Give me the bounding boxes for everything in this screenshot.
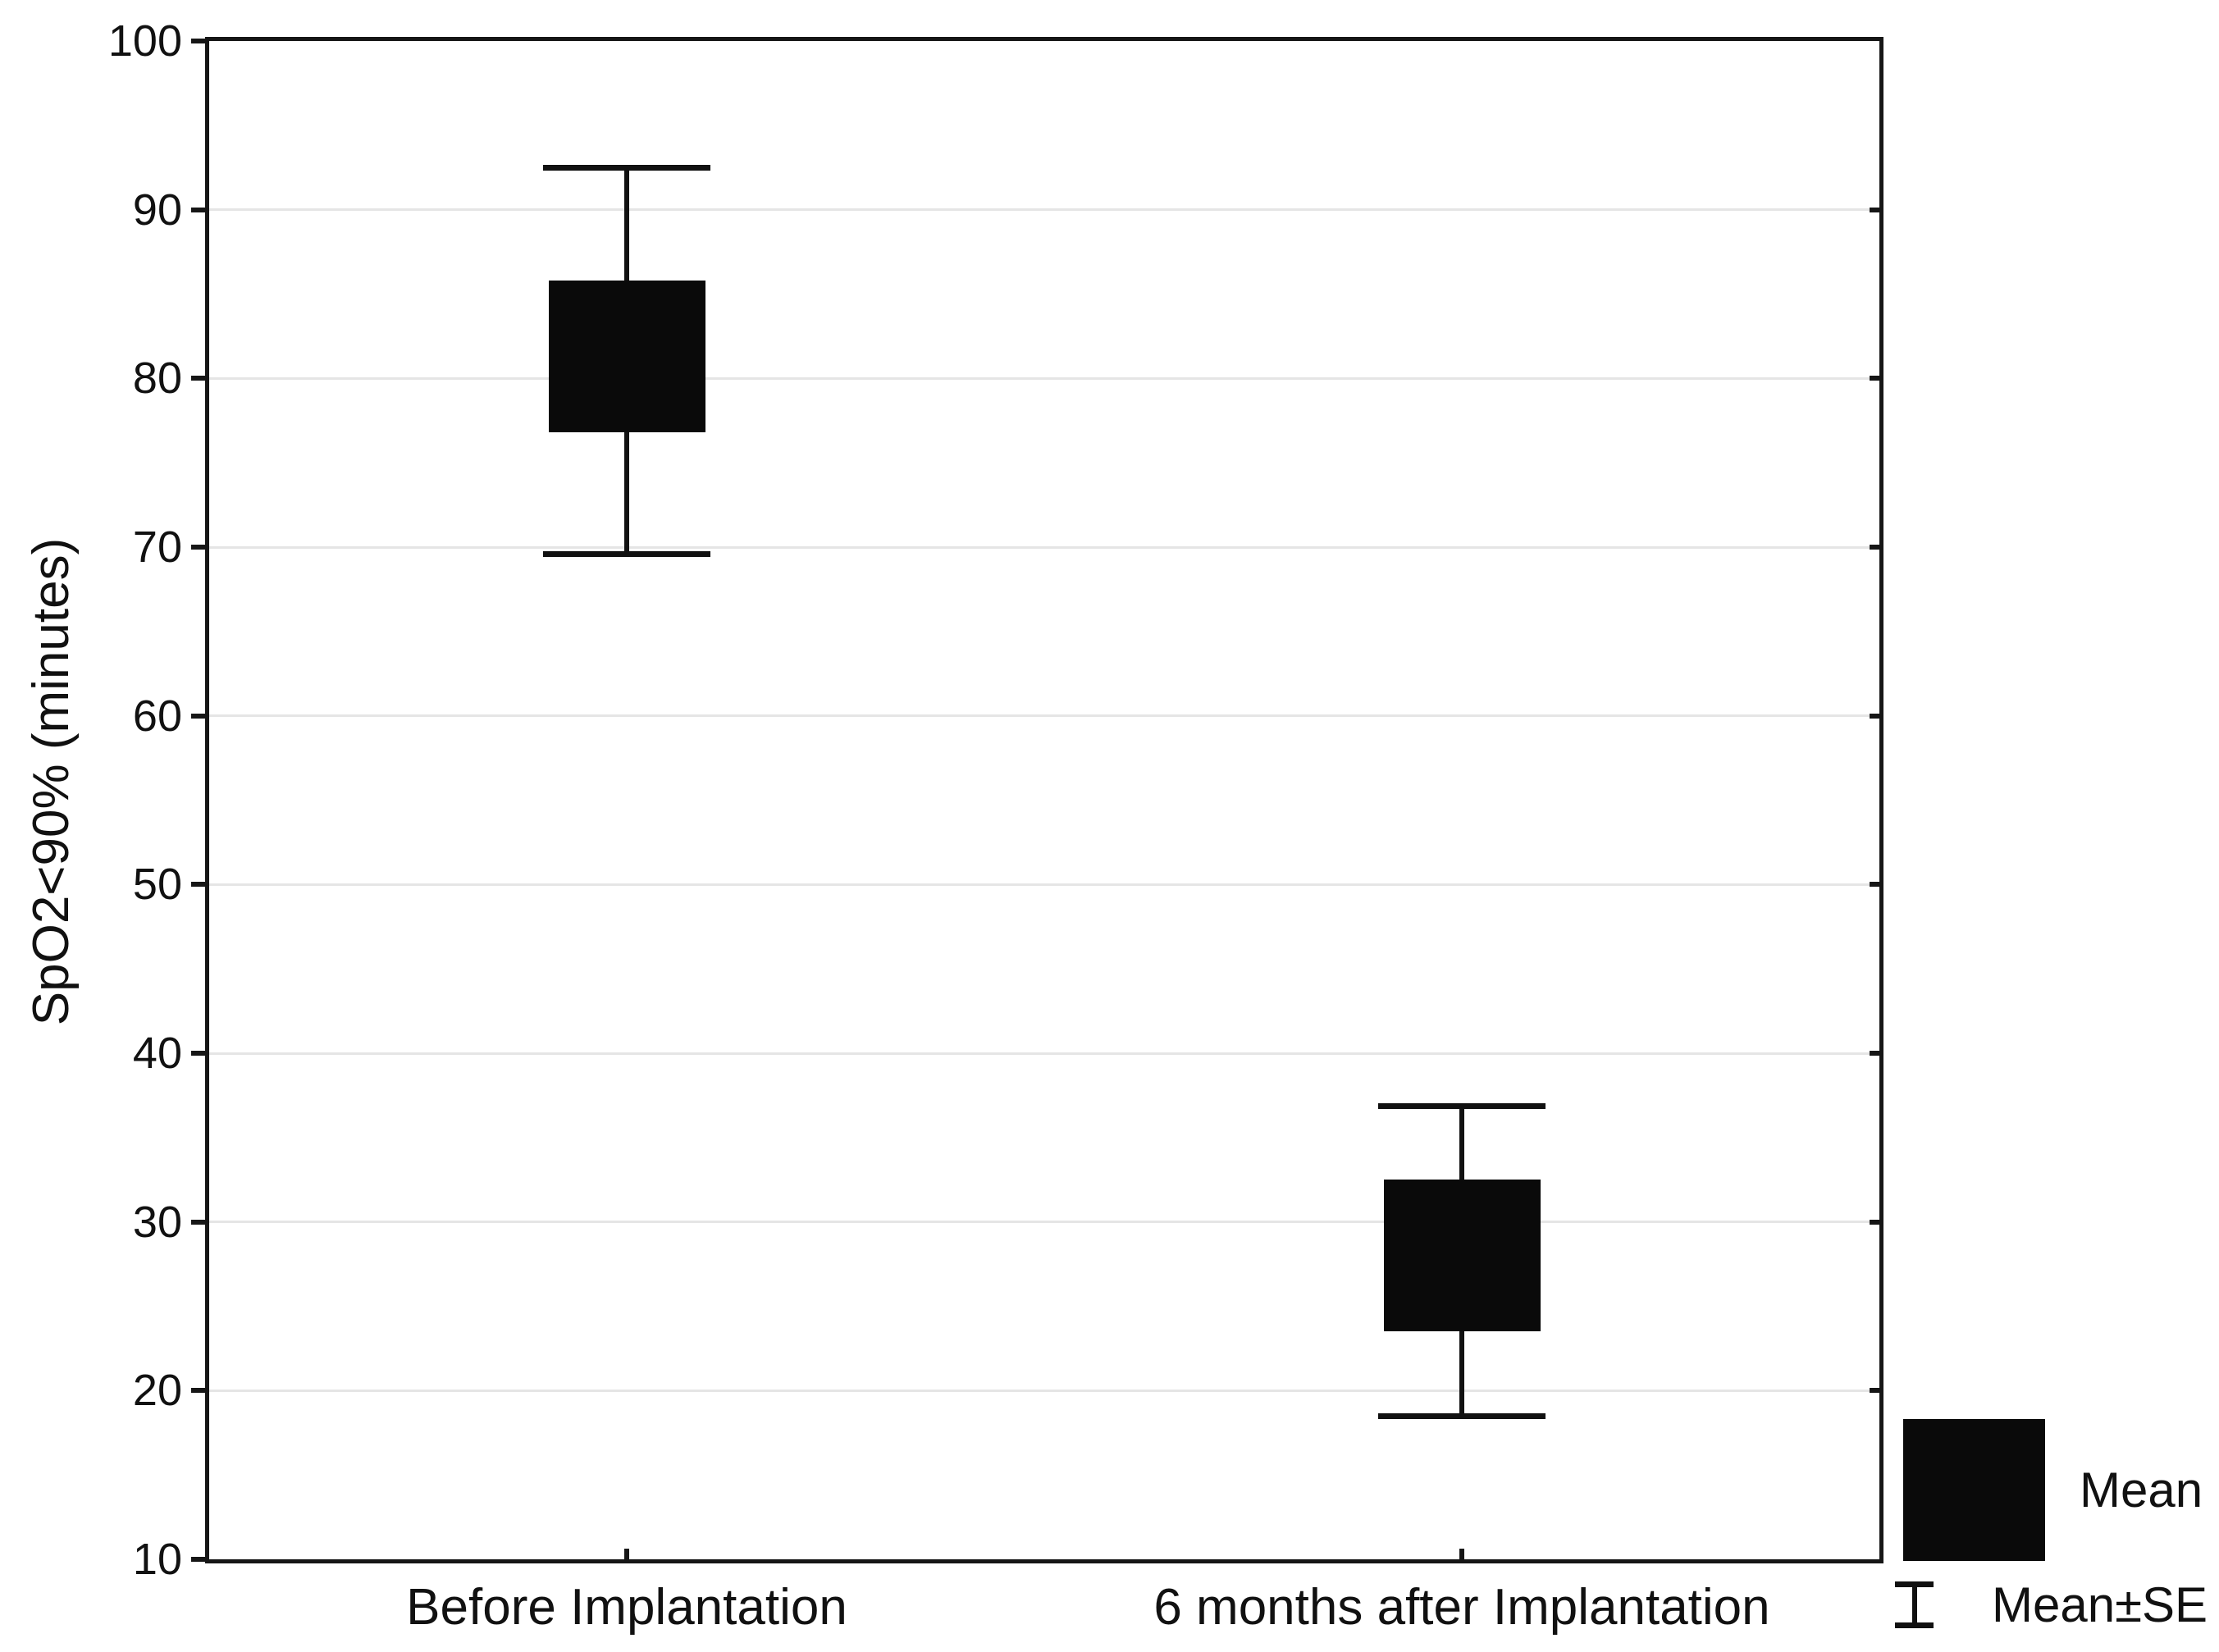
y-tick-right-60	[1870, 713, 1879, 719]
x-tick-0	[624, 1549, 629, 1559]
y-tick-right-50	[1870, 882, 1879, 888]
mean-box-0	[548, 281, 705, 433]
y-tick-right-30	[1870, 1219, 1879, 1225]
whisker-cap-bottom-1	[1378, 1413, 1546, 1420]
gridline-y-40	[209, 1052, 1879, 1055]
whisker-cap-top-1	[1378, 1102, 1546, 1109]
legend-error-bar-label: Mean±SE	[1992, 1577, 2208, 1632]
y-tick-label-40: 40	[132, 1029, 182, 1078]
mean-box-1	[1383, 1180, 1541, 1332]
gridline-y-70	[209, 545, 1879, 549]
y-tick-label-80: 80	[132, 354, 182, 404]
gridline-y-50	[209, 883, 1879, 886]
whisker-cap-top-0	[543, 165, 710, 171]
x-category-label-1: 6 months after Implantation	[1153, 1579, 1770, 1636]
y-tick-label-10: 10	[132, 1535, 182, 1584]
y-tick-left-60	[191, 713, 205, 719]
y-tick-label-60: 60	[132, 691, 182, 741]
gridline-y-80	[209, 376, 1879, 380]
y-tick-left-100	[191, 39, 205, 43]
y-tick-left-90	[191, 207, 205, 212]
y-tick-left-10	[191, 1557, 205, 1562]
y-tick-right-90	[1870, 207, 1879, 212]
legend-mean-box-icon	[1903, 1419, 2045, 1561]
y-tick-right-40	[1870, 1051, 1879, 1056]
gridline-y-60	[209, 714, 1879, 718]
gridline-y-90	[209, 208, 1879, 212]
y-tick-label-20: 20	[132, 1366, 182, 1416]
y-tick-right-80	[1870, 376, 1879, 381]
y-tick-label-30: 30	[132, 1197, 182, 1247]
y-tick-left-80	[191, 376, 205, 381]
y-tick-left-20	[191, 1388, 205, 1394]
whisker-cap-bottom-0	[543, 551, 710, 558]
x-category-label-0: Before Implantation	[406, 1579, 847, 1636]
y-tick-label-70: 70	[132, 523, 182, 572]
gridline-y-20	[209, 1389, 1879, 1392]
y-tick-left-70	[191, 545, 205, 550]
gridline-y-30	[209, 1221, 1879, 1224]
y-tick-label-50: 50	[132, 860, 182, 910]
y-tick-left-30	[191, 1219, 205, 1225]
y-tick-label-100: 100	[107, 16, 182, 66]
legend-error-bar-icon	[1895, 1581, 1934, 1628]
y-tick-label-90: 90	[132, 185, 182, 235]
y-tick-right-70	[1870, 545, 1879, 550]
y-tick-left-40	[191, 1051, 205, 1056]
plot-area	[191, 37, 1883, 1563]
y-tick-left-50	[191, 882, 205, 888]
y-tick-right-20	[1870, 1388, 1879, 1394]
x-tick-1	[1459, 1549, 1464, 1559]
legend-mean-label: Mean	[2080, 1463, 2203, 1517]
